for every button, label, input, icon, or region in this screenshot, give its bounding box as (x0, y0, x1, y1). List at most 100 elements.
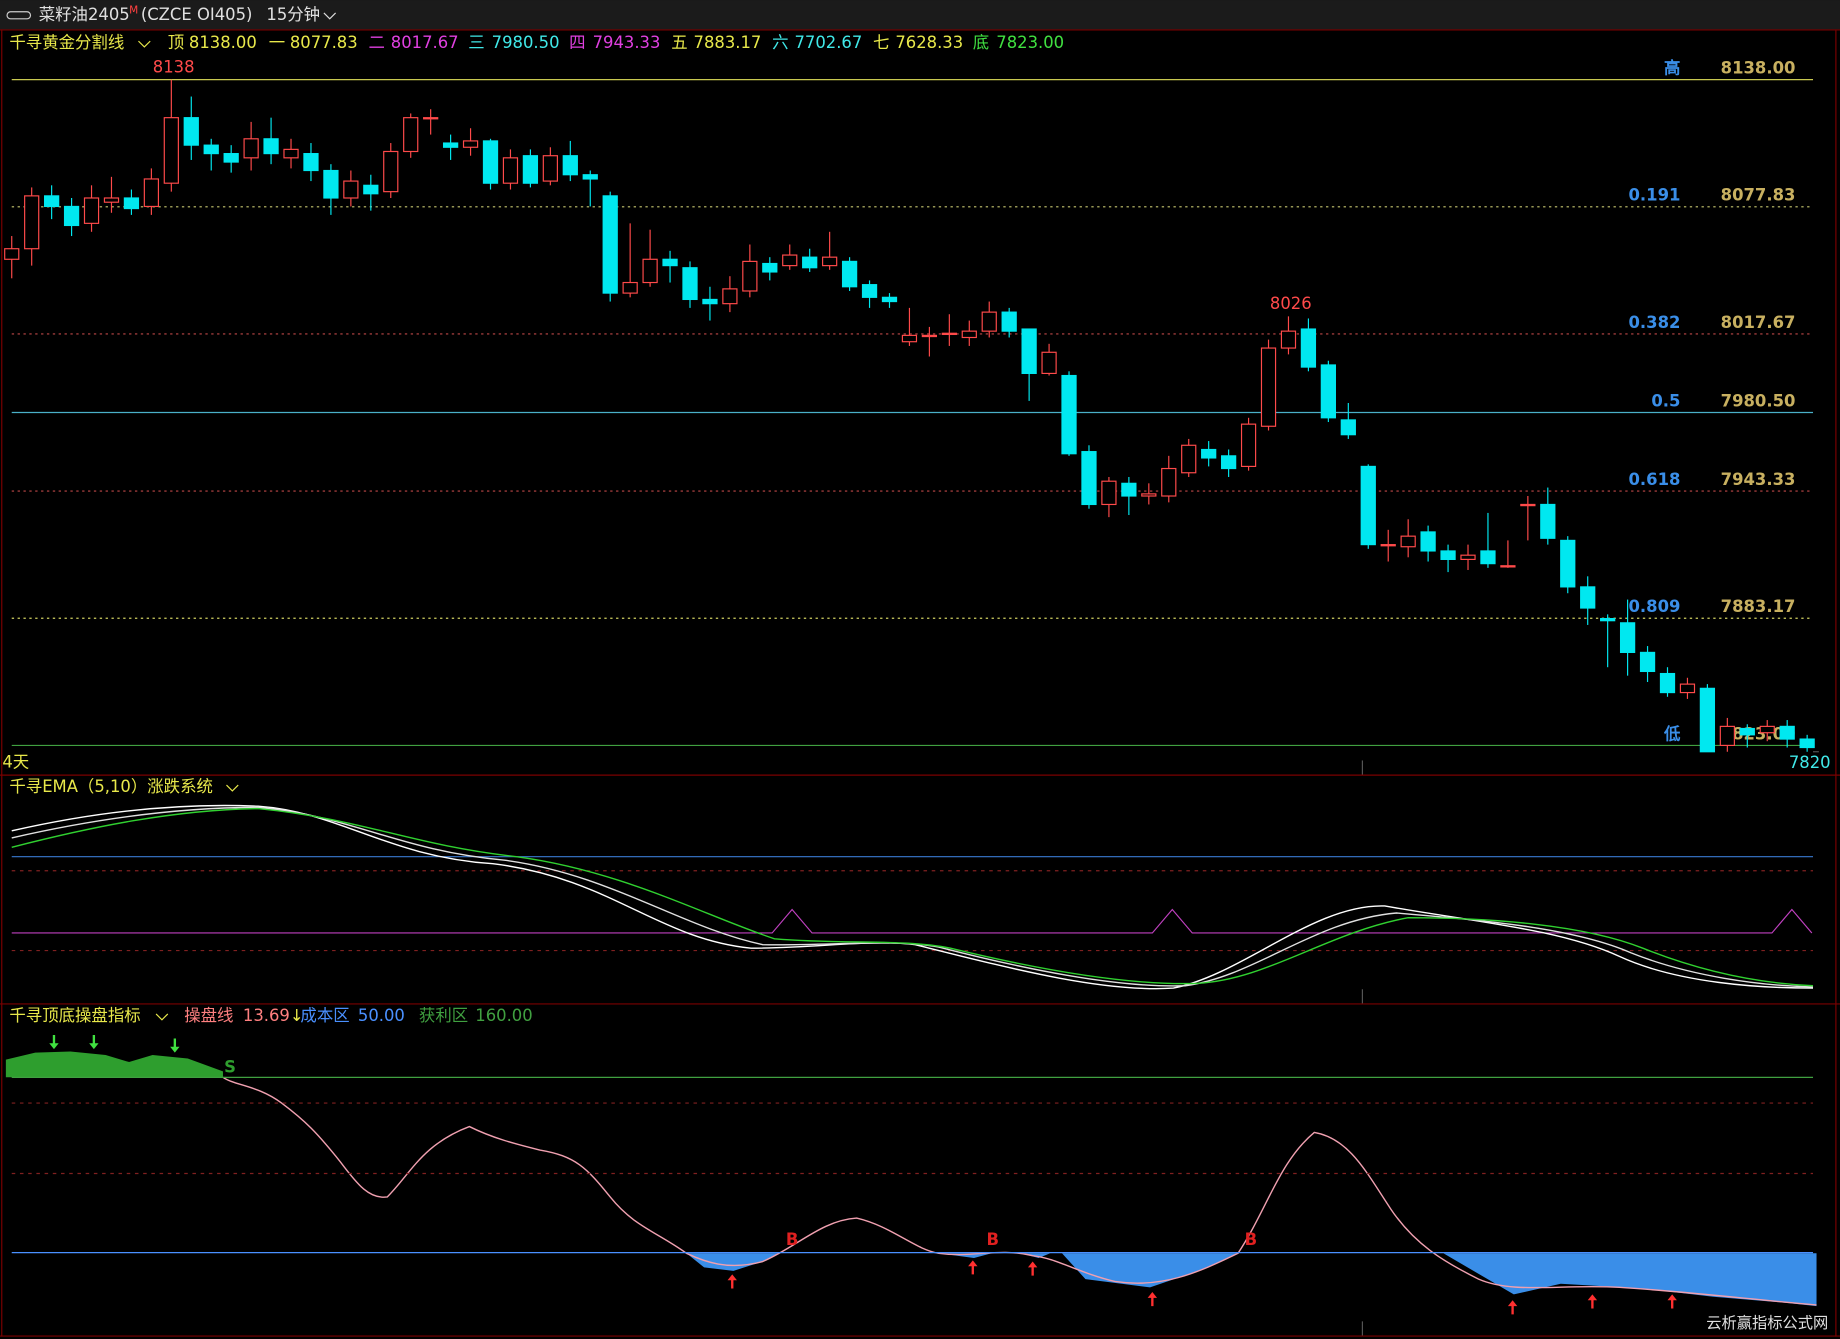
candle-body (1300, 328, 1317, 368)
candle-body (1759, 725, 1775, 734)
candle-body (1400, 535, 1416, 548)
candle-body (1520, 503, 1536, 507)
candle-body (1360, 465, 1376, 546)
candle-body (1699, 687, 1716, 753)
candle-body (1719, 725, 1735, 746)
candle-body (1280, 330, 1297, 349)
candle-body (602, 195, 618, 294)
high-annotation: 8026 (1270, 294, 1312, 313)
candle-body (24, 195, 40, 250)
candle-body (1440, 550, 1456, 560)
span-label: 4天 (2, 752, 29, 771)
candle-body (223, 153, 239, 163)
level-ratio: 0.618 (1629, 470, 1681, 489)
candle-body (1380, 544, 1396, 547)
panel-borders (0, 29, 1840, 1337)
level-value: 7702.67 (794, 33, 862, 52)
candle-body (562, 155, 578, 176)
indicator-title[interactable]: 千寻黄金分割线 (9, 33, 124, 52)
candle-body (1460, 554, 1476, 560)
level-name: 顶 (168, 33, 184, 52)
candle-body (822, 256, 838, 267)
candle-body (1141, 493, 1157, 497)
dropdown-arrow[interactable] (155, 1013, 169, 1021)
candle-body (143, 178, 160, 208)
high-annotation: 8138 (153, 57, 195, 76)
candle-body (1639, 651, 1656, 673)
level-value: 7823.00 (996, 33, 1064, 52)
candle-body (722, 288, 738, 305)
candle-body (702, 298, 718, 305)
candle-body (1121, 482, 1137, 497)
candle-body (1799, 738, 1815, 749)
level-ratio: 0.382 (1629, 313, 1681, 332)
candle-body (1001, 311, 1017, 332)
indicator-title[interactable]: 千寻顶底操盘指标 (9, 1006, 140, 1025)
dropdown-arrow[interactable] (323, 12, 337, 20)
candle-body (1580, 586, 1596, 609)
candle-body (1061, 374, 1077, 455)
level-price: 7943.33 (1721, 470, 1796, 489)
ema-guides (11, 856, 1814, 952)
candle-body (502, 157, 519, 184)
watermark: 云析赢指标公式网 (1706, 1314, 1828, 1332)
legend-name: 获利区 (419, 1006, 468, 1025)
candle-body (363, 184, 379, 195)
level-price: 8017.67 (1721, 313, 1796, 332)
dropdown-arrow[interactable] (226, 784, 239, 792)
candle-body (462, 140, 479, 148)
candle-body (1260, 347, 1277, 427)
main-flag: M (129, 5, 138, 17)
level-price: 8077.83 (1721, 186, 1796, 205)
level-price: 7883.17 (1721, 597, 1796, 616)
candle-body (1220, 455, 1237, 470)
sell-arrows (49, 1035, 180, 1053)
level-value: 7980.50 (492, 33, 560, 52)
level-name: 四 (569, 33, 585, 52)
candle-body (1320, 364, 1336, 419)
signal-marker: B (986, 1230, 999, 1249)
candle-body (861, 284, 878, 298)
candle-body (1480, 550, 1496, 565)
candle-body (1161, 467, 1177, 497)
candle-body (1560, 539, 1576, 588)
candle-body (1540, 503, 1556, 539)
candle-body (423, 117, 439, 120)
indicator-title[interactable]: 千寻EMA（5,10）涨跌系统 (9, 777, 213, 796)
candle-body (263, 138, 279, 155)
candle-body (123, 197, 140, 210)
candle-body (203, 144, 219, 155)
candle-body (1679, 683, 1696, 694)
period-selector[interactable]: 15分钟 (266, 5, 320, 24)
level-ratio: 0.5 (1651, 391, 1680, 410)
ema-lines (11, 804, 1814, 990)
symbol[interactable]: 菜籽油2405 (39, 5, 130, 24)
level-value: 8138.00 (189, 33, 257, 52)
candle-body (1240, 423, 1257, 468)
level-name: 三 (468, 33, 484, 52)
candle-body (782, 254, 798, 267)
candle-body (901, 334, 918, 343)
candle-body (1500, 565, 1516, 568)
level-ratio: 0.809 (1629, 597, 1681, 616)
candle-body (921, 334, 938, 338)
candle-body (762, 262, 778, 273)
candle-body (1201, 448, 1217, 459)
link-icon (6, 11, 32, 20)
level-price: 7980.50 (1721, 391, 1796, 410)
signal-marker: S (224, 1057, 236, 1076)
candle-body (881, 296, 898, 303)
candle-body (1041, 351, 1057, 375)
candle-body (343, 180, 359, 199)
level-name: 七 (873, 33, 889, 52)
candle-body (1659, 672, 1676, 694)
candle-body (323, 169, 339, 199)
candle-body (283, 148, 299, 159)
legend-name: 操盘线 (184, 1006, 233, 1025)
candle-body (163, 117, 179, 184)
dropdown-arrow[interactable] (138, 40, 151, 48)
candle-body (4, 248, 20, 260)
candle-body (802, 256, 818, 269)
candle-body (841, 260, 858, 288)
